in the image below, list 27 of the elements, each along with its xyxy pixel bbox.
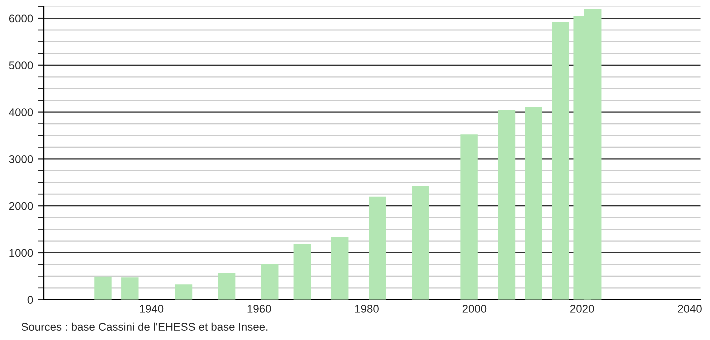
y-tick-label: 6000 [9, 14, 34, 23]
bar [460, 134, 478, 300]
y-tick-label: 3000 [9, 155, 34, 164]
bar [262, 264, 279, 300]
y-tick-label: 1000 [10, 249, 34, 258]
y-tick-label: 2000 [9, 202, 34, 210]
y-tick-label: 0 [28, 296, 34, 304]
x-tick-label: 2020 [570, 305, 594, 313]
bar [525, 107, 543, 300]
bar [369, 196, 386, 300]
bar [94, 276, 112, 300]
bar [498, 110, 516, 300]
y-tick-label: 5000 [9, 62, 34, 70]
bar [552, 22, 570, 300]
x-tick-label: 2000 [462, 305, 487, 313]
bar [294, 244, 312, 300]
x-tick-label: 1980 [356, 305, 379, 313]
x-tick-label: 1960 [248, 305, 272, 313]
bar [331, 237, 349, 300]
x-tick-label: 1940 [140, 305, 164, 313]
x-tick-label: 2040 [678, 305, 702, 313]
bar [218, 274, 236, 300]
bar [175, 284, 193, 300]
y-tick-label: 4000 [9, 108, 34, 116]
bar [122, 278, 139, 300]
bar [412, 186, 430, 300]
source-note: Sources : base Cassini de l'EHESS et base Insee. [22, 322, 268, 332]
